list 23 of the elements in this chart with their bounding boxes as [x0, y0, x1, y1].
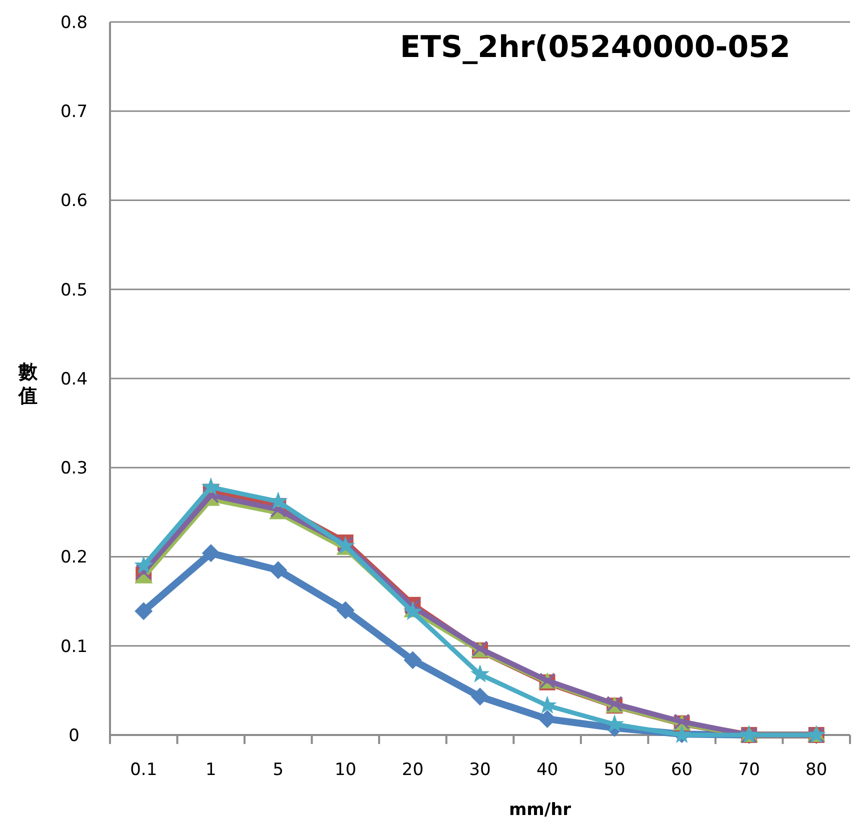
y-tick-label: 0.8 — [60, 12, 88, 33]
x-tick-label: 1 — [205, 760, 216, 780]
x-tick-label: 20 — [402, 760, 424, 780]
y-tick-label: 0.5 — [60, 280, 88, 300]
x-tick-label: 5 — [272, 760, 284, 780]
x-tick-label: 50 — [604, 760, 626, 780]
x-tick-label: 30 — [469, 760, 491, 780]
x-axis-title: mm/hr — [508, 800, 572, 820]
x-tick-label: 0.1 — [130, 760, 158, 780]
y-tick-label: 0.1 — [60, 636, 88, 657]
y-tick-label: 0.2 — [60, 548, 88, 568]
y-tick-label: 0.7 — [60, 102, 88, 122]
y-tick-label: 0.6 — [60, 191, 88, 212]
x-tick-label: 60 — [671, 760, 693, 780]
y-tick-label: 0.4 — [60, 369, 88, 390]
y-tick-label: 0 — [68, 726, 80, 746]
chart-title: ETS_2hr(05240000-052 — [400, 30, 790, 65]
y-tick-label: 0.3 — [60, 458, 88, 479]
x-tick-label: 80 — [806, 760, 828, 780]
x-tick-label: 40 — [536, 760, 558, 780]
x-tick-label: 10 — [334, 760, 356, 780]
y-axis-title: 數值 — [18, 361, 38, 407]
x-tick-label: 70 — [738, 760, 760, 780]
